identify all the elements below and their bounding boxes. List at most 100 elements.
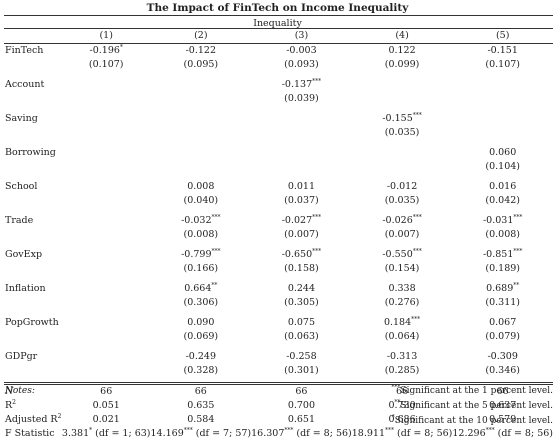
se-spacer xyxy=(4,228,62,242)
column-header: (5) xyxy=(452,28,553,44)
coef-cell: 0.689** xyxy=(452,282,553,296)
coef-cell xyxy=(151,146,252,160)
se-spacer xyxy=(4,126,62,140)
se-cell xyxy=(452,126,553,140)
f-stat-cell: 16.307*** (df = 8; 56) xyxy=(251,427,352,441)
se-spacer xyxy=(4,194,62,208)
coef-value: -0.196 xyxy=(89,45,120,56)
note-stars: ** xyxy=(394,399,401,406)
coef-cell: -0.313 xyxy=(352,350,453,364)
se-cell xyxy=(62,296,151,310)
f-stat-cell: 3.381* (df = 1; 63) xyxy=(62,427,151,441)
coef-cell: -0.031*** xyxy=(452,214,553,228)
coef-cell xyxy=(251,112,352,126)
se-row-govexp: (0.166) (0.158) (0.154) (0.189) xyxy=(4,262,553,276)
dependent-variable-label: Inequality xyxy=(253,18,302,29)
coef-value: 0.075 xyxy=(287,317,316,328)
significance-stars: *** xyxy=(412,214,422,221)
r2-label: R2 xyxy=(4,399,62,413)
se-cell xyxy=(62,194,151,208)
r2-cell: 0.730 xyxy=(388,400,416,411)
f-stat-cell: 14.169*** (df = 7; 57) xyxy=(151,427,252,441)
n-label: N xyxy=(4,384,62,399)
se-cell xyxy=(62,92,151,106)
se-row-account: (0.039) xyxy=(4,92,553,106)
r2-cell: 0.700 xyxy=(287,400,316,411)
f-stat-stars: * xyxy=(89,427,93,434)
f-stat-stars: *** xyxy=(284,427,294,434)
f-stat-label: F Statistic xyxy=(5,428,55,439)
coef-cell xyxy=(151,112,252,126)
se-cell: (0.040) xyxy=(183,195,219,206)
se-cell: (0.008) xyxy=(183,229,219,240)
coef-cell xyxy=(62,78,151,92)
r2-label-sup: 2 xyxy=(12,399,16,406)
column-header-row: (1) (2) (3) (4) (5) xyxy=(4,28,553,44)
coef-cell: 0.008 xyxy=(151,180,252,194)
r2-row: R2 0.051 0.635 0.700 0.730 0.637 xyxy=(4,399,553,413)
coef-row-trade: Trade -0.032*** -0.027*** -0.026*** -0.031**… xyxy=(4,214,553,228)
coef-cell xyxy=(62,214,151,228)
f-stat-stars: *** xyxy=(183,427,193,434)
significance-stars: *** xyxy=(211,214,221,221)
coef-row-inflation: Inflation 0.664** 0.244 0.338 0.689** xyxy=(4,282,553,296)
significance-stars: *** xyxy=(412,248,422,255)
se-cell: (0.035) xyxy=(384,195,420,206)
bottom-rule xyxy=(4,382,553,383)
coef-cell: -0.799*** xyxy=(151,248,252,262)
variable-label: Borrowing xyxy=(5,147,56,158)
se-cell: (0.311) xyxy=(485,297,520,308)
se-cell: (0.276) xyxy=(384,297,420,308)
f-stat-value: 14.169 xyxy=(150,428,184,439)
table-title: The Impact of FinTech on Income Inequali… xyxy=(146,2,409,14)
coef-value: -0.137 xyxy=(281,79,313,90)
coef-cell: -0.032*** xyxy=(151,214,252,228)
se-spacer xyxy=(4,58,62,72)
coef-cell: -0.249 xyxy=(151,350,252,364)
significance-stars: ** xyxy=(211,282,218,289)
se-cell xyxy=(62,160,151,174)
coef-value: -0.550 xyxy=(382,249,413,260)
coef-cell xyxy=(251,146,352,160)
n-cell: 66 xyxy=(61,384,151,399)
coef-value: -0.027 xyxy=(281,215,313,226)
coef-cell xyxy=(352,78,453,92)
se-cell xyxy=(151,160,252,174)
significance-stars: *** xyxy=(312,78,322,85)
column-header: (3) xyxy=(251,28,352,44)
se-cell xyxy=(352,92,453,106)
se-cell: (0.039) xyxy=(284,93,319,104)
coef-cell xyxy=(62,112,151,126)
adj-r2-label-sup: 2 xyxy=(57,413,62,420)
se-row-trade: (0.008) (0.007) (0.007) (0.008) xyxy=(4,228,553,242)
coef-cell: 0.664** xyxy=(151,282,252,296)
column-header: (1) xyxy=(61,28,151,44)
se-cell: (0.104) xyxy=(485,161,520,172)
significance-stars: *** xyxy=(312,214,322,221)
coef-cell: -0.003 xyxy=(251,43,352,58)
f-stat-row: F Statistic 3.381* (df = 1; 63) 14.169*** (d… xyxy=(4,427,553,441)
coef-cell: -0.151 xyxy=(452,43,553,58)
coef-cell: -0.309 xyxy=(452,350,553,364)
coef-cell: 0.338 xyxy=(352,282,453,296)
variable-label: GDPgr xyxy=(5,351,38,362)
se-cell xyxy=(151,126,252,140)
se-spacer xyxy=(4,364,62,378)
coef-value: 0.060 xyxy=(489,147,517,158)
note-text: Significant at the 10 percent level. xyxy=(394,416,553,426)
coef-value: -0.155 xyxy=(382,113,413,124)
coef-value: 0.008 xyxy=(187,181,215,192)
se-cell: (0.107) xyxy=(485,59,520,70)
se-cell xyxy=(62,228,151,242)
se-cell: (0.189) xyxy=(485,263,520,274)
coef-row-account: Account -0.137*** xyxy=(4,78,553,92)
f-stat-stars: *** xyxy=(485,427,495,434)
n-cell: 66 xyxy=(351,384,453,399)
r2-label-text: R xyxy=(5,400,13,411)
r2-cell: 0.051 xyxy=(92,400,120,411)
se-cell xyxy=(352,160,453,174)
f-stat-value: 16.307 xyxy=(251,428,285,439)
coef-value: -0.026 xyxy=(382,215,413,226)
se-cell: (0.154) xyxy=(384,263,420,274)
se-row-popgrowth: (0.069) (0.063) (0.064) (0.079) xyxy=(4,330,553,344)
